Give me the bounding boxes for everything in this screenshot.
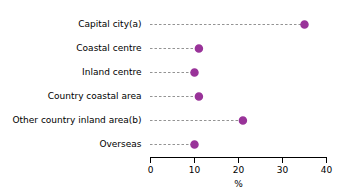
svg-text:Inland centre: Inland centre xyxy=(82,67,142,77)
svg-text:0: 0 xyxy=(148,165,154,175)
svg-text:Country coastal area: Country coastal area xyxy=(48,91,142,101)
svg-text:20: 20 xyxy=(233,165,245,175)
svg-text:30: 30 xyxy=(277,165,289,175)
svg-text:Coastal centre: Coastal centre xyxy=(76,43,142,53)
svg-text:10: 10 xyxy=(189,165,201,175)
svg-text:40: 40 xyxy=(321,165,333,175)
svg-text:Capital city(a): Capital city(a) xyxy=(78,19,141,29)
svg-text:Overseas: Overseas xyxy=(99,139,141,149)
svg-text:%: % xyxy=(234,179,243,189)
svg-text:Other country inland area(b): Other country inland area(b) xyxy=(13,115,142,125)
